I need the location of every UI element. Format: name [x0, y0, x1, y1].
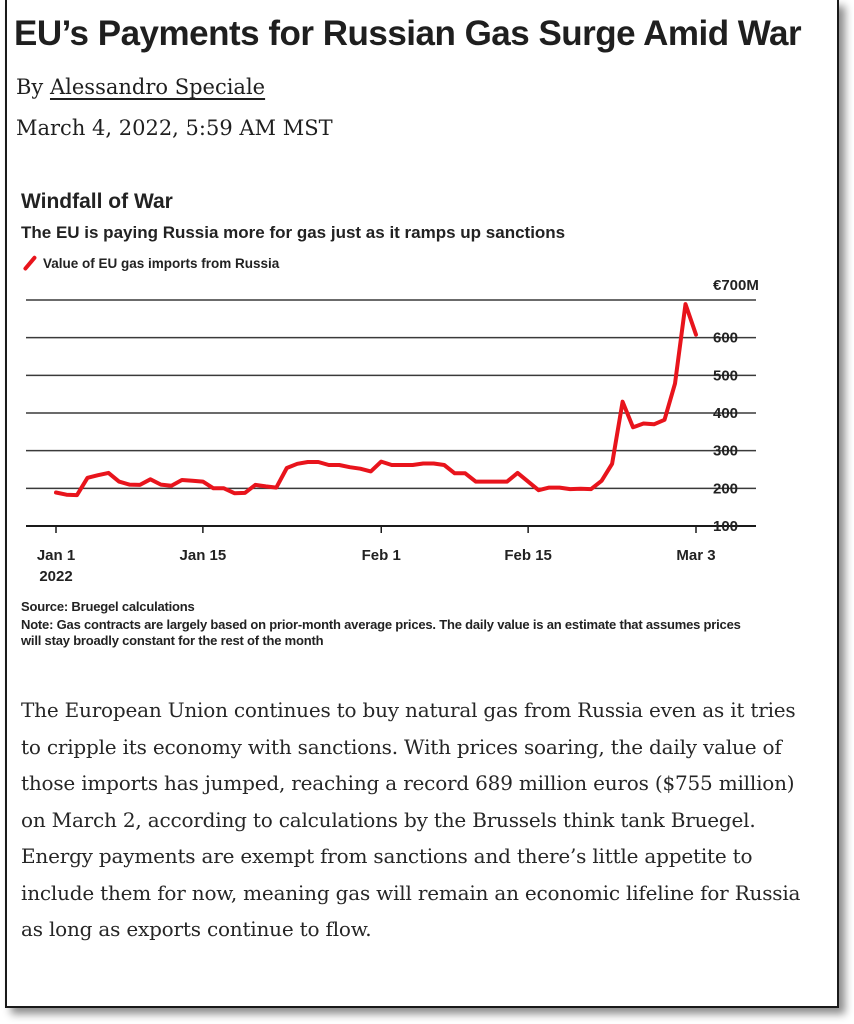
series-line [54, 302, 698, 498]
line-chart: 100 200 300 400 500 600 €700M Jan 1 2022 Jan 15 F… [26, 277, 759, 585]
y-tick-label: 100 [713, 518, 738, 535]
chart-gridlines [26, 299, 756, 527]
chart-title: Windfall of War [21, 190, 173, 213]
y-tick-label: 400 [713, 405, 738, 422]
legend-label: Value of EU gas imports from Russia [43, 255, 280, 271]
author-link[interactable]: Alessandro Speciale [49, 75, 266, 99]
y-tick-label: 600 [713, 330, 738, 347]
x-axis-ticks: Jan 1 2022 Jan 15 Feb 1 Feb 15 Mar 3 [37, 526, 716, 585]
byline-prefix: By [16, 75, 50, 99]
byline: By Alessandro Speciale [16, 75, 265, 99]
chart-series [54, 302, 698, 498]
x-tick-sublabel: 2022 [39, 568, 72, 585]
y-tick-label: €700M [713, 277, 759, 294]
chart-source: Source: Bruegel calculations [21, 599, 195, 614]
chart-legend: Value of EU gas imports from Russia [21, 255, 279, 271]
article-body: The European Union continues to buy natu… [21, 698, 801, 941]
x-tick-label: Jan 15 [180, 547, 227, 564]
y-tick-label: 200 [713, 480, 738, 497]
article-headline: EU’s Payments for Russian Gas Surge Amid… [14, 14, 802, 53]
article-card [5, 0, 839, 1008]
y-tick-label: 500 [713, 367, 738, 384]
chart-subtitle: The EU is paying Russia more for gas jus… [21, 223, 566, 242]
legend-swatch [21, 255, 37, 271]
y-tick-label: 300 [713, 443, 738, 460]
x-tick-label: Mar 3 [676, 547, 715, 564]
x-tick-label: Feb 15 [504, 547, 552, 564]
chart-note: Note: Gas contracts are largely based on… [21, 617, 741, 648]
y-axis-ticks: 100 200 300 400 500 600 €700M [713, 277, 759, 535]
publish-date: March 4, 2022, 5:59 AM MST [16, 116, 333, 140]
x-tick-label: Jan 1 [37, 547, 75, 564]
x-tick-label: Feb 1 [362, 547, 401, 564]
